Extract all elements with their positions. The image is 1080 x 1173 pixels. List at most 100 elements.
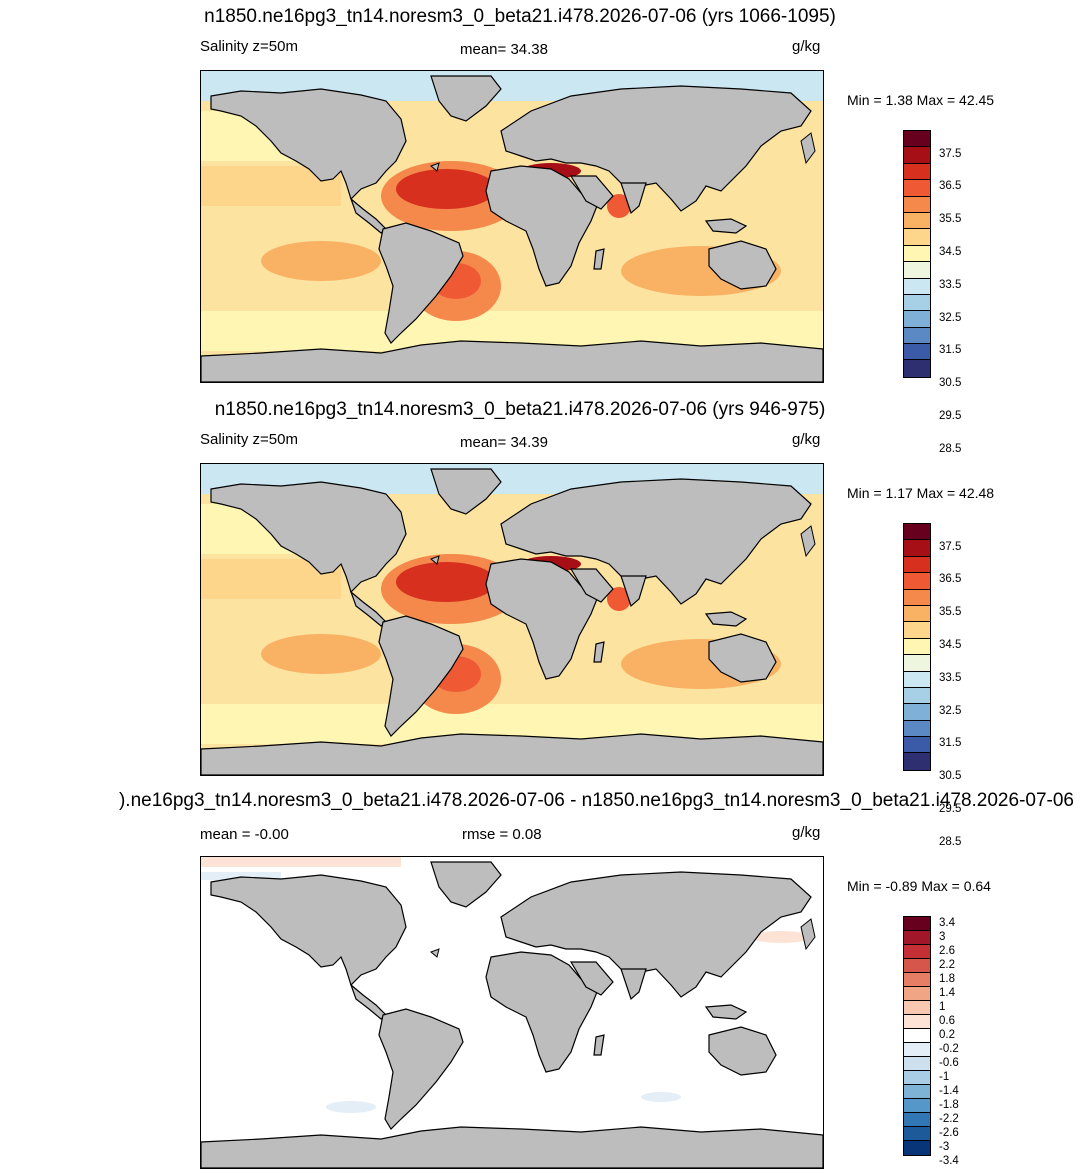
colorbar-tick-label: -2.2 xyxy=(939,1113,959,1126)
colorbar-segment xyxy=(904,262,930,279)
colorbar-segment xyxy=(904,1043,930,1057)
colorbar-segment xyxy=(904,671,930,688)
colorbar-tick-label: 36.5 xyxy=(939,180,962,193)
min-max-label: Min = 1.38 Max = 42.45 xyxy=(847,92,995,108)
colorbar-tick-label: 33.5 xyxy=(939,671,962,684)
colorbar-segment xyxy=(904,1113,930,1127)
colorbar-segment xyxy=(904,131,930,148)
units-label: g/kg xyxy=(792,431,821,448)
colorbar-tick-label: 30.5 xyxy=(939,377,962,390)
colorbar-segment xyxy=(904,212,930,230)
colorbar-segment xyxy=(904,229,930,246)
min-max-label: Min = 1.17 Max = 42.48 xyxy=(847,485,995,501)
colorbar-segment xyxy=(904,589,930,606)
colorbar-tick-label: 28.5 xyxy=(939,442,962,455)
colorbar-tick-label: 37.5 xyxy=(939,540,962,553)
colorbar-tick-label: 28.5 xyxy=(939,835,962,848)
colorbar-segment xyxy=(904,917,930,931)
colorbar-segment xyxy=(904,147,930,164)
colorbar-tick-label: 0.2 xyxy=(939,1029,955,1042)
colorbar-segment xyxy=(904,360,930,377)
min-max-label: Min = -0.89 Max = 0.64 xyxy=(847,878,991,894)
colorbar xyxy=(903,130,931,378)
colorbar-segment xyxy=(904,720,930,738)
colorbar-tick-label: 34.5 xyxy=(939,639,962,651)
colorbar-tick-label: -1.4 xyxy=(939,1085,959,1098)
colorbar-segment xyxy=(904,687,930,705)
units-label: g/kg xyxy=(792,824,821,841)
colorbar-tick-label: 33.5 xyxy=(939,278,962,291)
colorbar-segment xyxy=(904,278,930,295)
colorbar-segment xyxy=(904,1127,930,1141)
colorbar-segment xyxy=(904,556,930,574)
colorbar-segment xyxy=(904,1057,930,1071)
colorbar-tick-label: 32.5 xyxy=(939,704,962,717)
field-label: Salinity z=50m xyxy=(200,38,298,55)
field-label: Salinity z=50m xyxy=(200,431,298,448)
colorbar-segment xyxy=(904,638,930,656)
mean-label: mean = -0.00 xyxy=(200,826,289,843)
colorbar-tick-label: 29.5 xyxy=(939,803,962,815)
colorbar-tick-label: 1.8 xyxy=(939,973,955,986)
colorbar-tick-label: 1 xyxy=(939,1001,946,1014)
colorbar-tick-label: 29.5 xyxy=(939,410,962,422)
panel-title: n1850.ne16pg3_tn14.noresm3_0_beta21.i478… xyxy=(204,6,836,27)
colorbar-segment xyxy=(904,1099,930,1113)
mean-label: mean= 34.38 xyxy=(460,41,548,58)
colorbar-tick-label: 2.6 xyxy=(939,945,955,958)
colorbar-segment xyxy=(904,945,930,959)
colorbar-segment xyxy=(904,1141,930,1155)
colorbar-tick-label: 1.4 xyxy=(939,987,955,1000)
colorbar-segment xyxy=(904,1071,930,1085)
colorbar-tick-label: 35.5 xyxy=(939,213,962,226)
colorbar-segment xyxy=(904,196,930,213)
mean-label: mean= 34.39 xyxy=(460,434,548,451)
panel-title: ).ne16pg3_tn14.noresm3_0_beta21.i478.202… xyxy=(118,790,1074,811)
colorbar-segment xyxy=(904,524,930,541)
rmse-label: rmse = 0.08 xyxy=(462,826,542,843)
colorbar-tick-label: 32.5 xyxy=(939,311,962,324)
colorbar-tick-label: 37.5 xyxy=(939,147,962,160)
colorbar-tick-label: -0.6 xyxy=(939,1057,959,1070)
colorbar-tick-label: 0.6 xyxy=(939,1015,955,1028)
colorbar-tick-label: 2.2 xyxy=(939,959,955,972)
salinity-map xyxy=(200,463,824,776)
difference-map xyxy=(200,856,824,1169)
colorbar-tick-label: -1 xyxy=(939,1071,950,1084)
colorbar-segment xyxy=(904,622,930,639)
colorbar-segment xyxy=(904,245,930,263)
colorbar-segment xyxy=(904,1029,930,1043)
colorbar-segment xyxy=(904,753,930,770)
colorbar-segment xyxy=(904,987,930,1001)
colorbar-segment xyxy=(904,1015,930,1029)
colorbar-tick-label: 34.5 xyxy=(939,246,962,258)
colorbar-tick-label: 3 xyxy=(939,931,946,944)
units-label: g/kg xyxy=(792,38,821,55)
colorbar-segment xyxy=(904,1001,930,1015)
colorbar-segment xyxy=(904,605,930,623)
colorbar-tick-label: -1.8 xyxy=(939,1099,959,1112)
colorbar-segment xyxy=(904,655,930,672)
colorbar-segment xyxy=(904,704,930,721)
colorbar-tick-label: 36.5 xyxy=(939,573,962,586)
colorbar-tick-label: -2.6 xyxy=(939,1127,959,1140)
colorbar-segment xyxy=(904,573,930,590)
colorbar-tick-label: 30.5 xyxy=(939,770,962,783)
salinity-map xyxy=(200,70,824,383)
colorbar-segment xyxy=(904,737,930,754)
colorbar xyxy=(903,523,931,771)
colorbar-segment xyxy=(904,327,930,345)
colorbar-tick-label: 3.4 xyxy=(939,917,955,930)
colorbar-tick-label: -0.2 xyxy=(939,1043,959,1056)
colorbar-tick-label: 31.5 xyxy=(939,344,962,357)
colorbar-segment xyxy=(904,540,930,557)
colorbar-segment xyxy=(904,1085,930,1099)
colorbar-segment xyxy=(904,163,930,181)
colorbar-tick-label: 35.5 xyxy=(939,606,962,619)
colorbar-segment xyxy=(904,311,930,328)
colorbar-tick-label: 31.5 xyxy=(939,737,962,750)
colorbar-segment xyxy=(904,294,930,312)
colorbar-segment xyxy=(904,344,930,361)
colorbar xyxy=(903,916,931,1156)
colorbar-segment xyxy=(904,180,930,197)
